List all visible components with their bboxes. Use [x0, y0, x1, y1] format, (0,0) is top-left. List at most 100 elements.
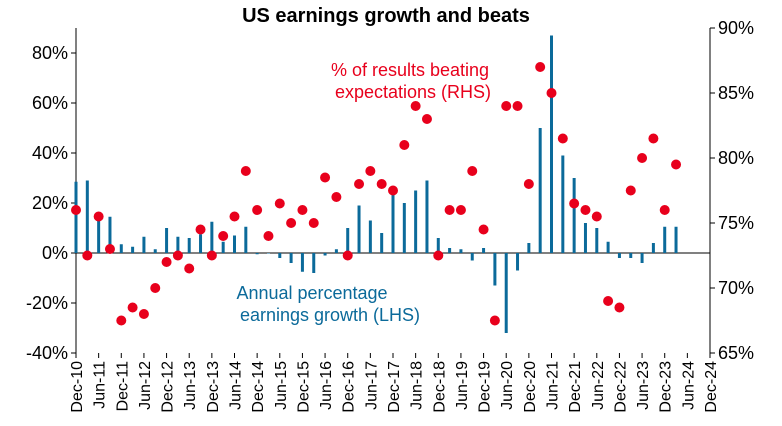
growth-bar	[391, 193, 395, 253]
growth-bar	[300, 253, 304, 272]
beat-dot	[410, 101, 421, 111]
beat-dot	[614, 302, 625, 313]
beat-dot	[161, 257, 172, 267]
growth-bar	[165, 228, 169, 253]
growth-bar	[651, 243, 655, 253]
rhs-annotation-line1: % of results beating	[331, 60, 489, 80]
growth-bar	[425, 180, 429, 253]
growth-bar	[266, 253, 270, 254]
x-tick-label: Dec-18	[431, 361, 448, 413]
beat-dot	[365, 166, 376, 176]
beat-dot	[82, 250, 93, 261]
beat-dot	[93, 211, 104, 222]
beat-dot	[286, 218, 297, 228]
x-tick-label: Dec-15	[295, 361, 312, 413]
chart-title: US earnings growth and beats	[242, 5, 530, 27]
beat-dot	[591, 211, 602, 222]
x-tick-label: Dec-21	[567, 361, 584, 413]
growth-bar	[357, 205, 361, 253]
left-tick-label: 20%	[32, 193, 68, 213]
growth-bar	[278, 253, 282, 258]
right-tick-label: 85%	[718, 83, 754, 103]
growth-bar	[187, 238, 191, 253]
growth-bar	[255, 253, 259, 255]
beat-dot	[116, 315, 127, 326]
lhs-annotation-line1: Annual percentage	[236, 283, 387, 303]
x-tick-label: Dec-22	[612, 361, 629, 413]
growth-bar	[334, 249, 338, 253]
x-tick-label: Jun-17	[363, 361, 380, 410]
rhs-annotation-line2: expectations (RHS)	[335, 82, 491, 102]
left-tick-label: 0%	[42, 243, 68, 263]
growth-bar	[176, 236, 180, 253]
beat-dot	[637, 153, 648, 163]
growth-bar	[142, 236, 146, 253]
growth-bar	[312, 253, 316, 273]
growth-bar	[527, 243, 531, 253]
growth-bar	[561, 155, 565, 253]
growth-bar	[583, 223, 587, 253]
x-tick-label: Dec-14	[250, 361, 267, 413]
beat-dot	[625, 185, 636, 196]
growth-bar	[85, 180, 89, 253]
x-tick-label: Dec-23	[658, 361, 675, 413]
growth-bar	[663, 226, 667, 253]
growth-bar	[572, 178, 576, 253]
x-tick-label: Jun-14	[228, 361, 245, 410]
beat-dot	[512, 101, 523, 111]
beat-dot	[354, 179, 365, 189]
x-tick-label: Jun-13	[182, 361, 199, 410]
beat-dot	[127, 302, 138, 313]
growth-bar	[210, 221, 214, 253]
beat-dot	[648, 133, 659, 144]
x-tick-label: Jun-20	[499, 361, 516, 410]
x-tick-label: Jun-11	[92, 361, 109, 409]
beat-dot	[150, 283, 161, 293]
growth-bar	[470, 253, 474, 261]
growth-bar	[153, 249, 157, 253]
x-tick-label: Dec-17	[386, 361, 403, 413]
growth-bar	[595, 228, 599, 253]
growth-bar	[629, 253, 633, 258]
beat-dot	[195, 224, 206, 235]
growth-bar	[244, 226, 248, 253]
growth-bar	[199, 234, 203, 253]
beat-dot	[455, 205, 466, 215]
beat-dot	[399, 140, 410, 150]
beat-dot	[671, 159, 682, 170]
growth-bar	[448, 248, 452, 253]
right-tick-label: 80%	[718, 148, 754, 168]
beat-dot	[433, 250, 444, 261]
x-tick-label: Dec-16	[341, 361, 358, 413]
left-tick-label: -40%	[26, 343, 68, 363]
beat-dot	[569, 198, 580, 209]
beat-dot	[388, 185, 398, 196]
growth-bar	[97, 219, 101, 253]
x-tick-label: Jun-18	[409, 361, 426, 410]
beat-dot	[342, 250, 353, 261]
growth-bar	[380, 233, 384, 253]
growth-bar	[436, 238, 440, 253]
growth-bar	[221, 241, 225, 253]
beat-dot	[104, 244, 115, 254]
x-tick-label: Dec-20	[522, 361, 539, 413]
x-tick-label: Jun-21	[545, 361, 562, 410]
x-tick-label: Dec-11	[114, 361, 131, 411]
growth-bar	[538, 128, 542, 253]
left-tick-label: 40%	[32, 143, 68, 163]
beat-dot	[376, 179, 387, 189]
beat-dot	[297, 205, 308, 215]
x-tick-label: Jun-12	[137, 361, 154, 410]
left-tick-label: 60%	[32, 93, 68, 113]
right-tick-label: 75%	[718, 213, 754, 233]
beat-dot	[206, 250, 217, 261]
growth-bar	[640, 253, 644, 263]
growth-bar	[402, 203, 406, 253]
growth-bar	[550, 35, 553, 253]
right-tick-label: 90%	[718, 18, 754, 38]
beat-dot	[240, 166, 251, 176]
growth-bar	[74, 181, 78, 253]
x-tick-label: Jun-24	[680, 361, 697, 410]
beat-dot	[580, 205, 591, 215]
growth-bar	[346, 228, 350, 253]
